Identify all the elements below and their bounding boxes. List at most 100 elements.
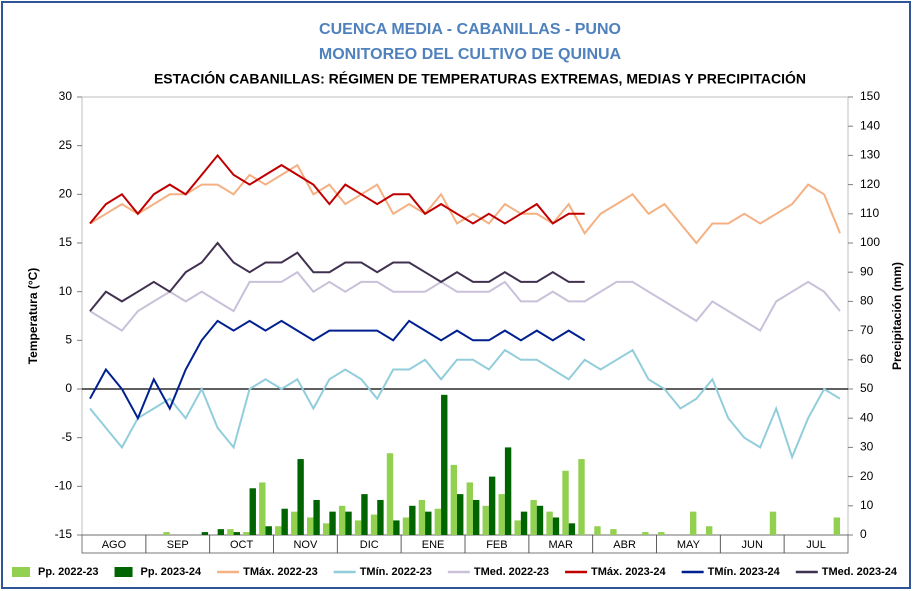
y2-tick-label: 140 (860, 118, 880, 132)
bar (441, 394, 448, 535)
legend-label: Pp. 2023-24 (141, 566, 202, 578)
legend-label: TMáx. 2023-24 (591, 566, 666, 578)
x-tick-label: JUL (806, 539, 826, 551)
bar (546, 511, 553, 535)
bar (338, 505, 346, 535)
bar (658, 532, 665, 535)
bar (482, 505, 489, 535)
x-tick-label: AGO (102, 539, 127, 551)
y2-tick-label: 70 (860, 323, 874, 337)
bar (361, 494, 368, 535)
y-tick-label: -10 (55, 479, 73, 493)
y-tick-label: 25 (59, 138, 73, 152)
y2-tick-label: 40 (860, 410, 874, 424)
bar (562, 470, 569, 535)
bar (201, 532, 209, 535)
bar (354, 520, 362, 535)
y2-tick-label: 150 (860, 89, 880, 103)
bar (393, 520, 400, 535)
y2-tick-label: 90 (860, 264, 874, 278)
y-tick-label: 20 (59, 187, 73, 201)
bar (833, 517, 841, 535)
legend-label: TMín. 2022-23 (360, 566, 432, 578)
legend-swatch (12, 567, 30, 577)
bar (552, 517, 560, 535)
bar (227, 529, 234, 535)
y2-tick-label: 30 (860, 440, 874, 454)
bar (594, 526, 601, 535)
legend-label: TMed. 2022-23 (474, 566, 549, 578)
y2-tick-label: 10 (860, 498, 874, 512)
bar (329, 511, 336, 535)
bar (243, 532, 250, 535)
x-tick-label: DIC (360, 539, 379, 551)
bar (466, 482, 473, 535)
bar (642, 532, 649, 535)
y-tick-label: 30 (59, 89, 73, 103)
line-series (89, 319, 586, 421)
chart-title: CUENCA MEDIA - CABANILLAS - PUNO (319, 21, 621, 38)
bar (610, 529, 617, 535)
bar (418, 499, 426, 535)
bar (386, 453, 394, 535)
y2-tick-label: 80 (860, 294, 874, 308)
x-tick-label: OCT (230, 539, 254, 551)
bar (322, 523, 330, 535)
legend-label: TMín. 2023-24 (708, 566, 781, 578)
line-series (89, 270, 841, 332)
y2-tick-label: 130 (860, 148, 880, 162)
x-tick-label: NOV (293, 539, 318, 551)
bar (498, 494, 505, 535)
y-tick-label: 0 (65, 381, 72, 395)
bar (249, 488, 256, 535)
bar (163, 532, 170, 535)
bar (377, 499, 384, 535)
legend-label: Pp. 2022-23 (38, 566, 99, 578)
bar (291, 511, 298, 535)
line-series (89, 241, 585, 312)
bar (690, 511, 697, 535)
x-tick-label: MAY (677, 539, 701, 551)
bar (450, 464, 458, 535)
x-tick-label: JUN (742, 539, 763, 551)
bar (568, 523, 576, 535)
bar (275, 526, 282, 535)
y-tick-label: 10 (59, 284, 73, 298)
bar (259, 482, 266, 535)
bar (409, 505, 416, 535)
y2-tick-label: 50 (860, 381, 874, 395)
y-axis-label: Temperatura (°C) (26, 268, 40, 365)
y2-tick-label: 120 (860, 177, 880, 191)
legend-swatch (114, 567, 133, 577)
legend-label: TMáx. 2022-23 (243, 566, 318, 578)
line-series (89, 348, 841, 460)
bar (578, 459, 585, 535)
bar (307, 517, 314, 535)
bar (233, 532, 240, 535)
bar (488, 476, 496, 535)
bar (217, 529, 225, 535)
y2-tick-label: 60 (860, 352, 874, 366)
bar (504, 447, 512, 535)
legend-label: TMed. 2023-24 (822, 566, 898, 578)
month-band (783, 534, 849, 554)
bar (425, 511, 432, 535)
x-tick-label: SEP (167, 539, 189, 551)
x-tick-label: ABR (613, 539, 636, 551)
bar (297, 459, 304, 535)
bar (530, 499, 537, 535)
x-tick-label: FEB (486, 539, 507, 551)
y2-axis-label: Precipitación (mm) (890, 262, 904, 370)
bar (520, 511, 528, 535)
x-tick-label: ENE (422, 539, 445, 551)
bar (514, 520, 521, 535)
y-tick-label: 5 (65, 333, 72, 347)
y-tick-label: -5 (61, 430, 72, 444)
x-tick-label: MAR (549, 539, 574, 551)
bar (370, 514, 378, 535)
chart-subtitle: MONITOREO DEL CULTIVO DE QUINUA (319, 46, 622, 63)
y2-tick-label: 0 (860, 527, 867, 541)
bar (345, 511, 352, 535)
bar (705, 526, 713, 535)
